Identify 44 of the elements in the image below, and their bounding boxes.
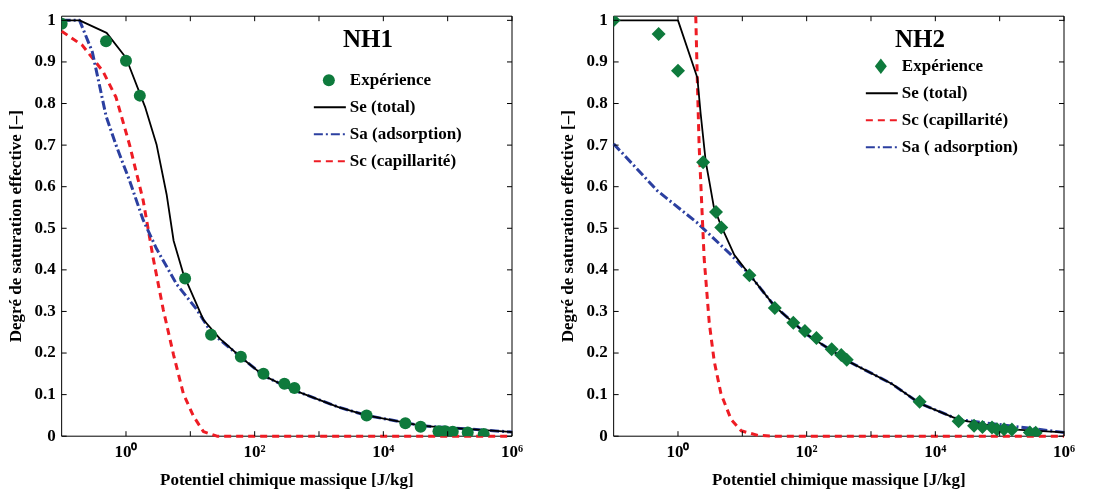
y-tick-label: 0.4	[586, 259, 609, 279]
chart-title: NH2	[894, 24, 945, 52]
y-tick-label: 0.3	[586, 300, 608, 320]
y-tick-label: 0.9	[34, 51, 56, 71]
y-tick-label: 0.8	[34, 92, 56, 112]
y-tick-label: 0.5	[586, 217, 608, 237]
y-tick-label: 0.2	[34, 342, 56, 362]
y-tick-label: 0.6	[34, 176, 56, 196]
y-tick-label: 0.4	[34, 259, 57, 279]
legend-label: Expérience	[349, 69, 432, 89]
x-tick-label: 10²	[795, 441, 818, 461]
y-tick-label: 0.6	[586, 176, 608, 196]
legend-label: Sa (adsorption)	[349, 123, 462, 143]
legend-label: Sa ( adsorption)	[901, 136, 1019, 156]
y-tick-label: 0.1	[586, 384, 608, 404]
chart-title: NH1	[342, 24, 393, 52]
y-tick-label: 0.8	[586, 92, 608, 112]
legend-label: Expérience	[901, 55, 984, 75]
x-tick-label: 10⁶	[500, 441, 524, 461]
y-tick-label: 0.3	[34, 300, 56, 320]
x-tick-label: 10⁶	[1052, 441, 1076, 461]
x-tick-label: 10⁴	[372, 441, 395, 461]
y-tick-label: 0	[599, 425, 608, 445]
legend-label: Se (total)	[901, 82, 968, 102]
y-tick-label: 0.9	[586, 51, 608, 71]
legend-label: Sc (capillarité)	[901, 109, 1009, 129]
y-tick-label: 0	[47, 425, 56, 445]
y-tick-label: 0.1	[34, 384, 56, 404]
y-tick-label: 0.2	[586, 342, 608, 362]
x-tick-label: 10⁴	[924, 441, 947, 461]
y-tick-label: 1	[599, 9, 608, 29]
y-tick-label: 0.5	[34, 217, 56, 237]
x-tick-label: 10²	[243, 441, 266, 461]
x-tick-label: 10⁰	[114, 441, 138, 461]
y-axis-title: Degré de saturation effective [–]	[557, 110, 577, 343]
legend-label: Sc (capillarité)	[349, 150, 457, 170]
x-axis-title: Potentiel chimique massique [J/kg]	[160, 470, 414, 490]
y-tick-label: 0.7	[586, 134, 609, 154]
legend-label: Se (total)	[349, 96, 416, 116]
y-axis-title: Degré de saturation effective [–]	[5, 110, 25, 343]
x-tick-label: 10⁰	[666, 441, 690, 461]
x-axis-title: Potentiel chimique massique [J/kg]	[712, 470, 966, 490]
y-tick-label: 0.7	[34, 134, 57, 154]
y-tick-label: 1	[47, 9, 56, 29]
